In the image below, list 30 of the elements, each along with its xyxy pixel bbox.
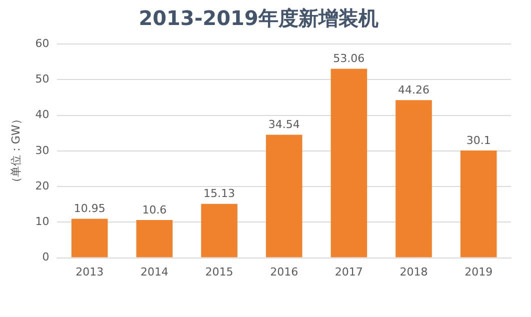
y-tick-label: 60 <box>35 36 50 50</box>
data-label: 44.26 <box>398 83 430 96</box>
y-tick-label: 50 <box>35 72 50 86</box>
bar <box>460 150 497 258</box>
y-tick-label: 20 <box>35 179 50 192</box>
y-axis-title: （单位：GW） <box>9 114 22 188</box>
x-tick-label: 2013 <box>76 265 104 278</box>
x-tick-label: 2014 <box>140 265 168 278</box>
chart-title: 2013-2019年度新增装机 <box>138 6 378 30</box>
data-label: 10.6 <box>142 203 167 216</box>
bar <box>266 134 302 258</box>
data-label: 10.95 <box>74 202 106 216</box>
x-tick-label: 2017 <box>334 265 363 278</box>
data-label: 15.13 <box>204 187 236 200</box>
bar <box>330 68 368 258</box>
bar <box>71 218 108 258</box>
bar <box>201 204 238 258</box>
x-tick-label: 2016 <box>270 265 298 278</box>
y-tick-label: 10 <box>35 215 50 228</box>
y-tick-label: 0 <box>42 250 50 264</box>
data-label: 53.06 <box>333 52 365 66</box>
y-tick-label: 40 <box>35 108 50 122</box>
x-tick-label: 2015 <box>205 265 234 278</box>
data-label: 30.1 <box>466 134 491 147</box>
x-tick-label: 2018 <box>400 265 428 278</box>
y-tick-label: 30 <box>35 144 50 157</box>
bar <box>136 220 173 258</box>
x-tick-label: 2019 <box>464 265 493 278</box>
bar <box>396 100 432 258</box>
data-label: 34.54 <box>268 118 300 132</box>
